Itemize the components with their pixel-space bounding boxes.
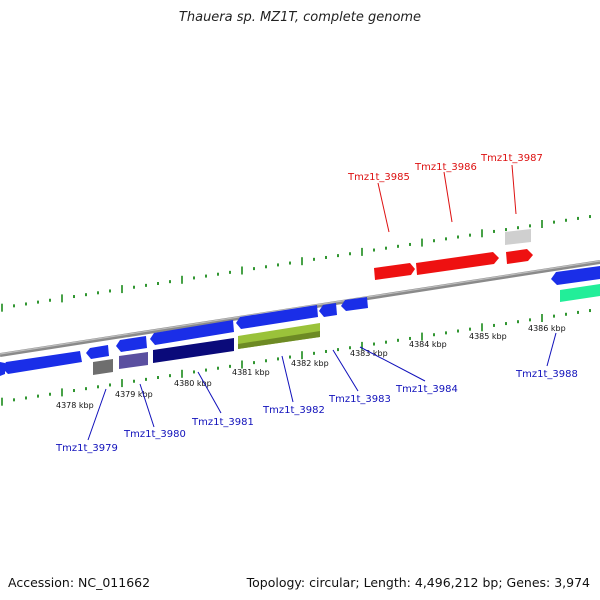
gene-label-3987[interactable]: Tmz1t_3987	[480, 153, 543, 164]
gene-label-3982[interactable]: Tmz1t_3982	[262, 405, 325, 416]
gene-arrow-left-3[interactable]	[86, 345, 109, 359]
kbp-label-4378: 4378 kbp	[56, 401, 94, 410]
kbp-label-4384: 4384 kbp	[409, 340, 447, 349]
kbp-label-4381: 4381 kbp	[232, 368, 270, 377]
gene-block-3979-gray[interactable]	[93, 359, 113, 375]
gene-label-3979[interactable]: Tmz1t_3979	[55, 443, 118, 454]
leader-3980	[139, 383, 155, 428]
gene-label-3980[interactable]: Tmz1t_3980	[123, 429, 186, 440]
map-title: Thauera sp. MZ1T, complete genome	[178, 10, 422, 25]
gene-label-3981[interactable]: Tmz1t_3981	[191, 417, 254, 428]
kbp-label-4383: 4383 kbp	[350, 349, 388, 358]
gene-block-3981-navy[interactable]	[153, 338, 234, 363]
gene-arrow-left-5[interactable]	[150, 320, 234, 345]
gene-arrow-3988-blue[interactable]	[551, 266, 600, 285]
gene-block-3980-purple[interactable]	[119, 352, 148, 369]
gene-block-3982-olive-shade[interactable]	[238, 331, 320, 349]
leader-3988	[546, 332, 557, 367]
gene-arrow-3987[interactable]	[506, 249, 533, 264]
kbp-label-4385: 4385 kbp	[469, 332, 507, 341]
kbp-label-4380: 4380 kbp	[174, 379, 212, 388]
gene-label-3984[interactable]: Tmz1t_3984	[395, 384, 458, 395]
leader-3983	[332, 349, 359, 392]
kbp-label-4386: 4386 kbp	[528, 324, 566, 333]
gene-arrow-left-4[interactable]	[116, 336, 147, 352]
genome-backbone-highlight	[0, 260, 600, 355]
leader-3986	[443, 171, 453, 223]
kbp-label-4382: 4382 kbp	[291, 359, 329, 368]
kbp-label-4379: 4379 kbp	[115, 390, 153, 399]
gene-arrow-left-6[interactable]	[236, 305, 318, 329]
gene-label-3986[interactable]: Tmz1t_3986	[414, 162, 477, 173]
gene-label-3988[interactable]: Tmz1t_3988	[515, 369, 578, 380]
gene-arrow-left-7[interactable]	[319, 303, 337, 317]
leader-3987	[511, 164, 517, 215]
gene-block-3987-gray[interactable]	[505, 229, 531, 245]
gene-label-3983[interactable]: Tmz1t_3983	[328, 394, 391, 405]
gene-label-3985[interactable]: Tmz1t_3985	[347, 172, 410, 183]
gene-arrow-3986[interactable]	[416, 252, 499, 275]
upper-tick-track	[1, 215, 591, 312]
leader-3982	[281, 355, 294, 403]
gene-arrow-left-2[interactable]	[2, 351, 82, 374]
gene-block-3988-teal[interactable]	[560, 284, 600, 302]
leader-3985	[377, 182, 390, 233]
leader-3979	[87, 388, 107, 441]
leader-3981	[197, 371, 222, 414]
genome-summary-text: Topology: circular; Length: 4,496,212 bp…	[246, 575, 590, 590]
lower-tick-track	[1, 309, 591, 406]
leader-3984	[359, 346, 426, 382]
gene-arrow-3985[interactable]	[374, 263, 415, 280]
gene-arrow-left-8[interactable]	[341, 297, 368, 311]
accession-text: Accession: NC_011662	[8, 575, 151, 590]
